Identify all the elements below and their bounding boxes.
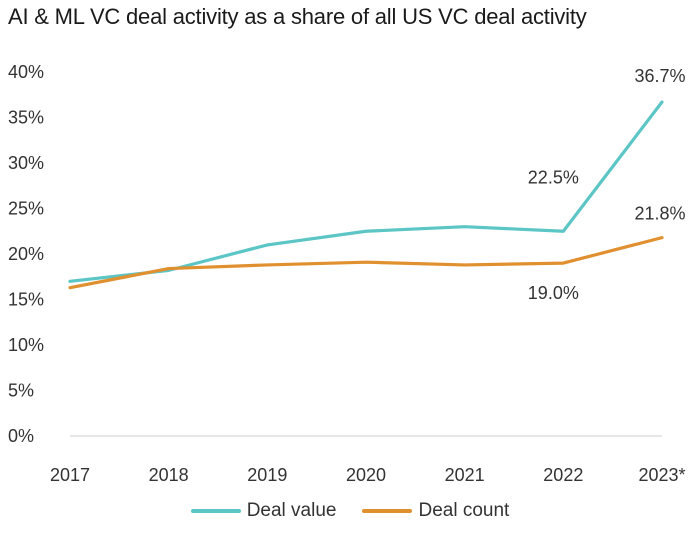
- x-tick-label: 2023*: [638, 465, 685, 485]
- data-label: 22.5%: [528, 167, 579, 187]
- legend-item-deal-count: Deal count: [362, 500, 509, 522]
- data-label: 21.8%: [634, 204, 685, 224]
- data-label: 36.7%: [634, 66, 685, 86]
- y-tick-label: 0%: [8, 426, 34, 446]
- x-tick-label: 2017: [50, 465, 90, 485]
- line-chart: 0% 5% 10% 15% 20% 25% 30% 35% 40% 2017 2018 2019 202…: [8, 62, 686, 485]
- x-tick-label: 2021: [445, 465, 485, 485]
- y-tick-label: 5%: [8, 381, 34, 401]
- series-line-deal-value: [68, 100, 664, 283]
- y-tick-label: 40%: [8, 62, 44, 82]
- data-label: 19.0%: [528, 283, 579, 303]
- legend-label-deal-count: Deal count: [418, 500, 510, 521]
- x-tick-label: 2018: [149, 465, 189, 485]
- legend-item-deal-value: Deal value: [190, 500, 337, 522]
- y-tick-label: 20%: [8, 244, 44, 264]
- x-tick-label: 2020: [346, 465, 386, 485]
- legend-swatch-deal-count: [362, 509, 413, 513]
- legend: Deal value Deal count: [0, 500, 700, 522]
- chart-title: AI & ML VC deal activity as a share of a…: [8, 4, 587, 29]
- y-tick-label: 25%: [8, 199, 44, 219]
- legend-label-deal-value: Deal value: [246, 500, 337, 521]
- legend-swatch-deal-value: [190, 509, 241, 513]
- series-line-deal-count: [68, 236, 664, 290]
- y-tick-label: 15%: [8, 290, 44, 310]
- y-tick-label: 30%: [8, 153, 44, 173]
- y-tick-label: 35%: [8, 108, 44, 128]
- y-tick-label: 10%: [8, 335, 44, 355]
- x-tick-label: 2019: [247, 465, 287, 485]
- x-tick-label: 2022: [543, 465, 583, 485]
